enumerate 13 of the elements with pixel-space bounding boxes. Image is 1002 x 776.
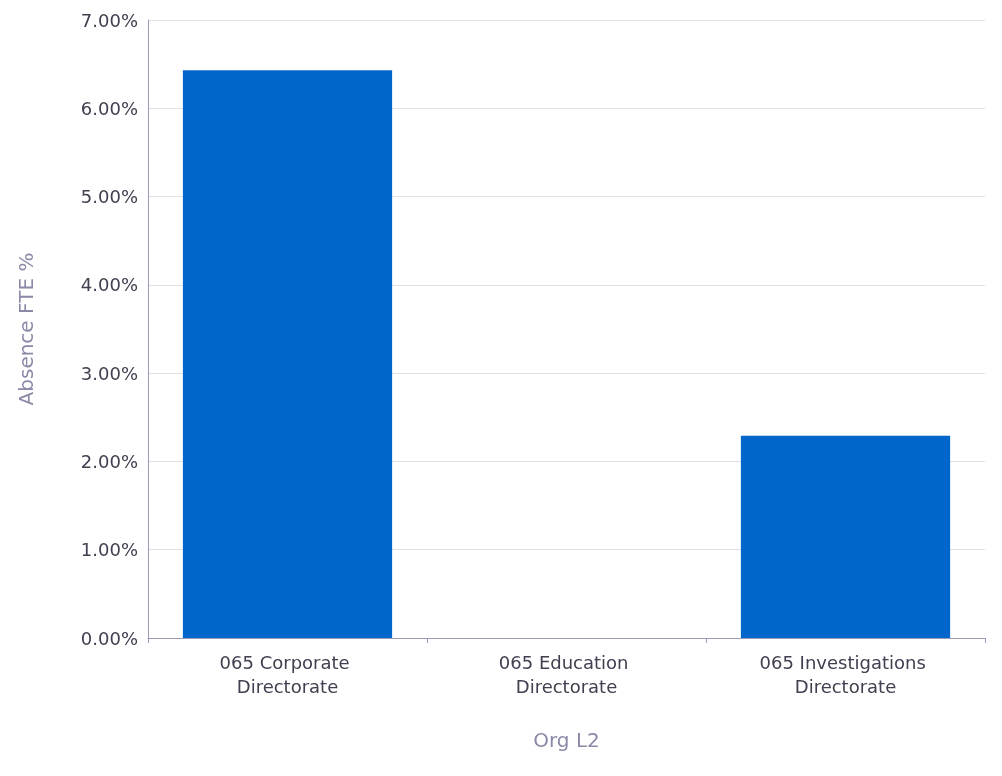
y-tick-label: 3.00%	[80, 362, 138, 384]
y-tick-label: 7.00%	[80, 9, 138, 31]
y-axis-title: Absence FTE %	[14, 252, 38, 406]
y-tick-label: 6.00%	[80, 97, 138, 119]
x-tick-label: 065 Corporate Directorate	[219, 651, 356, 697]
y-tick-label: 5.00%	[80, 186, 138, 208]
y-tick-label: 4.00%	[80, 274, 138, 296]
x-axis-title: Org L2	[533, 728, 600, 752]
x-tick-label: 065 Education Directorate	[498, 651, 635, 697]
y-tick-label: 1.00%	[80, 539, 138, 561]
x-tick-label: 065 Investigations Directorate	[759, 651, 932, 697]
y-tick-label: 0.00%	[80, 627, 138, 649]
y-tick-label: 2.00%	[80, 450, 138, 472]
